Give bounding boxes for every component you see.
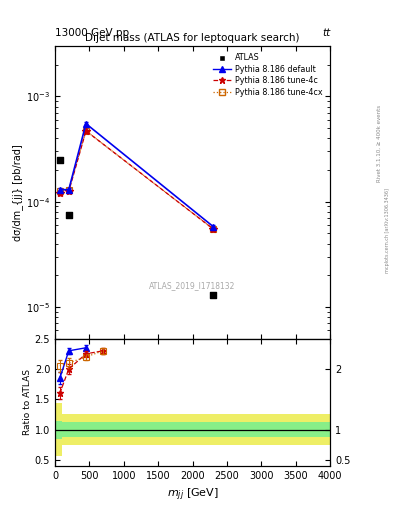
Title: Dijet mass (ATLAS for leptoquark search): Dijet mass (ATLAS for leptoquark search): [85, 33, 300, 42]
Text: 13000 GeV pp: 13000 GeV pp: [55, 28, 129, 38]
Bar: [76, 414, 330, 445]
Bar: [55, 421, 62, 439]
Y-axis label: dσ/dm_{jj} [pb/rad]: dσ/dm_{jj} [pb/rad]: [12, 144, 23, 241]
Text: mcplots.cern.ch [arXiv:1306.3436]: mcplots.cern.ch [arXiv:1306.3436]: [385, 188, 389, 273]
Text: ATLAS_2019_I1718132: ATLAS_2019_I1718132: [149, 282, 236, 290]
Bar: [62, 414, 76, 445]
Point: [57, 156, 63, 164]
Point: [210, 291, 217, 299]
Bar: [55, 403, 62, 456]
Bar: [76, 422, 330, 437]
Text: Rivet 3.1.10, ≥ 400k events: Rivet 3.1.10, ≥ 400k events: [377, 105, 382, 182]
Point: [66, 211, 72, 219]
X-axis label: $\mathit{m}_{jj}$ [GeV]: $\mathit{m}_{jj}$ [GeV]: [167, 486, 219, 503]
Text: tt: tt: [322, 28, 330, 38]
Legend: ATLAS, Pythia 8.186 default, Pythia 8.186 tune-4c, Pythia 8.186 tune-4cx: ATLAS, Pythia 8.186 default, Pythia 8.18…: [210, 50, 326, 100]
Y-axis label: Ratio to ATLAS: Ratio to ATLAS: [23, 369, 32, 435]
Bar: [62, 422, 76, 437]
